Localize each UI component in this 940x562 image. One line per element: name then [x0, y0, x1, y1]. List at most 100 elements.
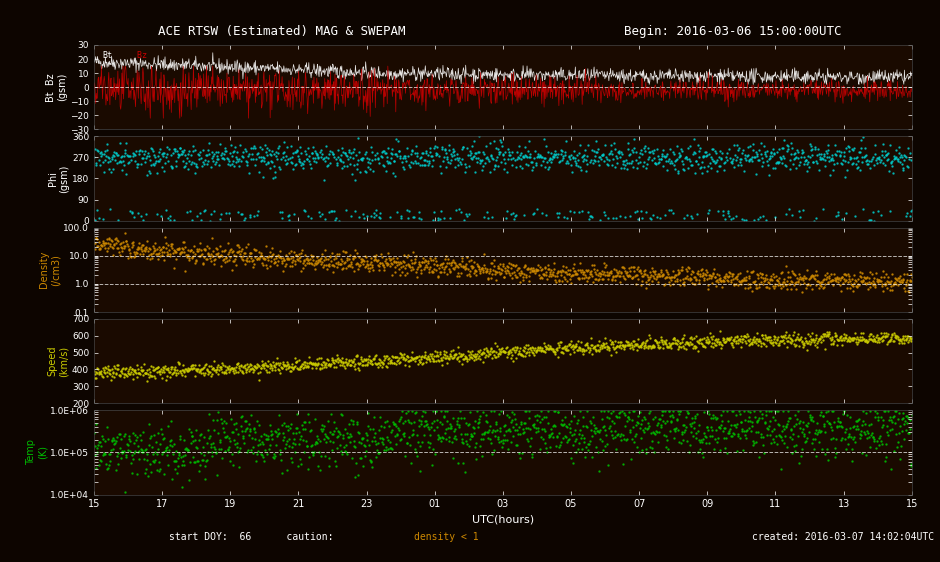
Point [487, 269, 502, 278]
Point [297, 425, 312, 434]
Point [350, 160, 365, 169]
Point [608, 342, 623, 351]
Point [202, 431, 217, 440]
Point [435, 433, 450, 442]
Point [92, 368, 107, 377]
Point [870, 330, 885, 339]
Point [144, 371, 159, 380]
Point [250, 149, 265, 158]
Point [658, 339, 673, 348]
Point [807, 144, 822, 153]
Point [93, 370, 108, 379]
Point [829, 330, 844, 339]
Point [687, 169, 702, 178]
Point [838, 334, 854, 343]
Point [817, 151, 832, 160]
Point [182, 253, 197, 262]
Point [405, 355, 420, 364]
Point [645, 149, 660, 158]
Point [275, 436, 290, 445]
Point [786, 269, 801, 278]
Point [140, 253, 155, 262]
Point [454, 429, 469, 438]
Point [150, 157, 165, 166]
Point [347, 161, 362, 170]
Point [590, 271, 605, 280]
Point [902, 415, 917, 424]
Point [284, 363, 299, 372]
Point [457, 216, 472, 225]
Point [579, 340, 594, 349]
Point [289, 357, 304, 366]
Point [609, 214, 624, 223]
Point [290, 254, 305, 263]
Point [795, 425, 810, 434]
Point [844, 145, 859, 154]
Point [501, 424, 516, 433]
Point [574, 430, 589, 439]
Point [341, 147, 356, 156]
Point [825, 338, 840, 347]
Point [838, 427, 853, 436]
Point [403, 459, 418, 468]
Point [550, 267, 565, 276]
Point [603, 146, 619, 155]
Point [637, 269, 652, 278]
Point [509, 354, 524, 363]
Point [204, 370, 219, 379]
Point [609, 153, 624, 162]
Point [313, 363, 328, 372]
Point [248, 161, 263, 170]
Point [775, 279, 790, 288]
Point [101, 157, 116, 166]
Point [589, 147, 604, 156]
Point [607, 426, 622, 435]
Point [889, 332, 904, 341]
Point [895, 163, 910, 172]
Point [349, 459, 364, 468]
Point [683, 333, 698, 342]
Point [431, 357, 446, 366]
Point [591, 152, 606, 161]
Point [444, 352, 459, 361]
Point [795, 340, 810, 349]
Point [495, 149, 510, 158]
Point [777, 330, 792, 339]
Point [297, 256, 312, 265]
Point [881, 338, 896, 347]
Point [542, 155, 557, 164]
Point [150, 445, 165, 454]
Point [744, 154, 759, 163]
Point [308, 438, 323, 447]
Point [478, 154, 494, 163]
Point [354, 360, 369, 369]
Point [479, 208, 494, 217]
Point [368, 210, 384, 219]
Point [870, 416, 885, 425]
Point [748, 283, 763, 292]
Point [570, 346, 585, 355]
Point [387, 352, 402, 361]
Point [459, 352, 474, 361]
Point [872, 334, 887, 343]
Point [178, 161, 193, 170]
Point [140, 151, 155, 160]
Point [234, 362, 249, 371]
Point [413, 357, 428, 366]
Point [236, 362, 251, 371]
Point [426, 445, 441, 454]
Point [359, 356, 374, 365]
Point [669, 141, 684, 150]
Point [697, 152, 712, 161]
Point [214, 149, 229, 158]
Point [380, 362, 395, 371]
Point [859, 426, 874, 435]
Point [574, 153, 589, 162]
Point [840, 270, 855, 279]
Point [790, 153, 805, 162]
Point [892, 277, 907, 285]
Point [130, 159, 145, 168]
Point [669, 414, 684, 423]
Point [155, 429, 170, 438]
Point [723, 277, 738, 286]
